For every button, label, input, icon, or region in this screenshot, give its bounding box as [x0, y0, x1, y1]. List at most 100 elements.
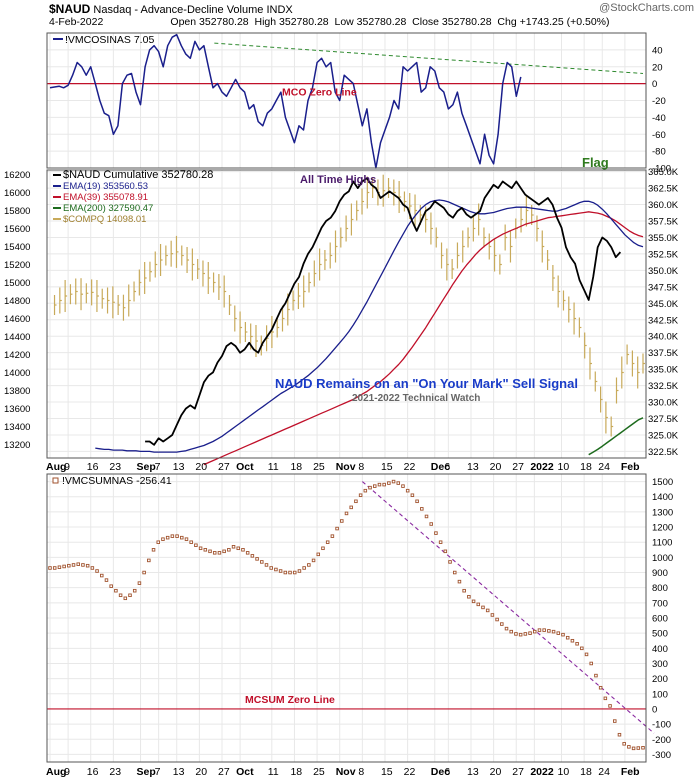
mcsum-point [401, 484, 405, 488]
mcsum-point [85, 563, 90, 568]
naud-left-tick-label: 15400 [4, 242, 30, 253]
mcsum-point [151, 548, 156, 552]
naud-x-tick-label: 11 [268, 461, 279, 473]
naud-right-tick-label: 335.0K [648, 365, 679, 376]
mcsum-x-tick-label: 10 [558, 766, 570, 778]
naud-cumulative-line [145, 177, 622, 446]
naud-right-tick-label: 355.0K [648, 233, 679, 244]
naud-x-tick-label: 15 [381, 461, 393, 473]
mcsum-point [349, 505, 353, 510]
mcsum-point [90, 566, 95, 570]
mcsum-tick-label: 1500 [652, 477, 673, 488]
naud-x-tick-label: 13 [173, 461, 185, 473]
mco-tick-label: -40 [652, 113, 666, 124]
mcsum-point [297, 569, 302, 573]
naud-x-tick-label: Sep [137, 461, 156, 473]
mcsum-x-tick-label: 8 [358, 766, 364, 778]
mcsum-x-tick-label: Nov [336, 766, 356, 778]
naud-left-tick-label: 14400 [4, 332, 30, 343]
mcsum-point [104, 578, 109, 582]
ema39-line [203, 211, 644, 466]
mcsum-point [212, 551, 217, 555]
mcsum-x-tick-label: 22 [404, 766, 416, 778]
mcsum-point [377, 482, 382, 487]
naud-right-tick-label: 337.5K [648, 348, 679, 359]
mcsum-x-tick-label: 25 [313, 766, 325, 778]
mcsum-point [330, 534, 335, 538]
mcsum-x-tick-label: Sep [137, 766, 156, 778]
naud-x-tick-label: 10 [558, 461, 570, 473]
naud-left-tick-label: 14600 [4, 314, 30, 325]
mcsum-point [467, 595, 471, 599]
mco-frame [46, 32, 647, 169]
naud-x-tick-label: 20 [490, 461, 502, 473]
header-line-1: $NAUD Nasdaq - Advance-Decline Volume IN… [49, 2, 293, 16]
mcsum-tick-label: 1400 [652, 492, 673, 503]
mco-tick-label: -20 [652, 96, 666, 107]
mcsum-x-tick-label: 27 [512, 766, 524, 778]
mcsum-tick-label: 200 [652, 674, 668, 685]
mco-zero-label: MCO Zero Line [282, 87, 357, 99]
mcsum-point [180, 535, 184, 540]
mcsum-point [76, 562, 80, 566]
mcsum-trendline [361, 481, 655, 734]
mcsum-point [500, 622, 504, 626]
naud-x-tick-label: 9 [64, 461, 70, 473]
mcsum-point [109, 584, 113, 588]
mcsum-tick-label: 1200 [652, 523, 673, 534]
mcsum-x-tick-label: 18 [290, 766, 302, 778]
mcsum-point [269, 566, 273, 570]
naud-left-tick-label: 16200 [4, 170, 30, 181]
mcsum-x-tick-label: 2022 [530, 766, 554, 778]
mcsum-x-tick-label: 18 [580, 766, 592, 778]
naud-left-tick-label: 16000 [4, 188, 30, 199]
mcsum-point [203, 548, 208, 552]
mcsum-point [274, 567, 278, 572]
mcsum-point [250, 554, 255, 558]
naud-left-tick-label: 15600 [4, 224, 30, 235]
mcsum-x-tick-label: 23 [109, 766, 121, 778]
mcsum-point [278, 569, 283, 573]
naud-x-tick-label: 22 [404, 461, 416, 473]
naud-legend-entry: EMA(39) 355078.91 [63, 192, 148, 203]
naud-x-tick-label: 18 [580, 461, 592, 473]
mcsum-point [227, 548, 231, 552]
naud-legend-entry: $NAUD Cumulative 352780.28 [63, 169, 213, 181]
mcsum-point [476, 602, 481, 607]
mcsum-point [170, 534, 175, 538]
naud-x-tick-label: Nov [336, 461, 356, 473]
mcsum-point [565, 635, 570, 640]
mco-flag-annotation: Flag [582, 155, 609, 170]
mcsum-x-tick-label: 7 [155, 766, 161, 778]
mco-series-line [49, 33, 522, 169]
naud-x-tick-label: 27 [512, 461, 524, 473]
mcsum-x-tick-label: Feb [621, 766, 640, 778]
mcsum-point [198, 546, 203, 551]
naud-left-tick-label: 14800 [4, 296, 30, 307]
mcsum-point [518, 632, 523, 637]
mcsum-tick-label: -300 [652, 750, 671, 761]
mcsum-point [608, 704, 612, 708]
mcsum-point [344, 511, 349, 516]
naud-left-tick-label: 15000 [4, 278, 30, 289]
mcsum-point [132, 588, 137, 593]
mcsum-point [264, 563, 269, 567]
mcsum-point [358, 493, 363, 497]
ath-annotation: All Time Highs [300, 174, 376, 186]
mcsum-point [288, 570, 292, 575]
mcsum-point [387, 481, 391, 485]
mcsum-point [118, 593, 123, 598]
mcsum-tick-label: 1000 [652, 553, 673, 564]
mcsum-point [62, 564, 66, 569]
mcsum-point [95, 569, 99, 573]
mcsum-tick-label: 600 [652, 614, 668, 625]
mcsum-point [283, 570, 288, 575]
mcsum-frame [46, 473, 647, 763]
naud-right-tick-label: 350.0K [648, 266, 679, 277]
naud-right-tick-label: 342.5K [648, 315, 679, 326]
mcsum-point [462, 588, 466, 593]
header-low: Low 352780.28 [334, 16, 407, 28]
mcsum-point [424, 514, 429, 519]
